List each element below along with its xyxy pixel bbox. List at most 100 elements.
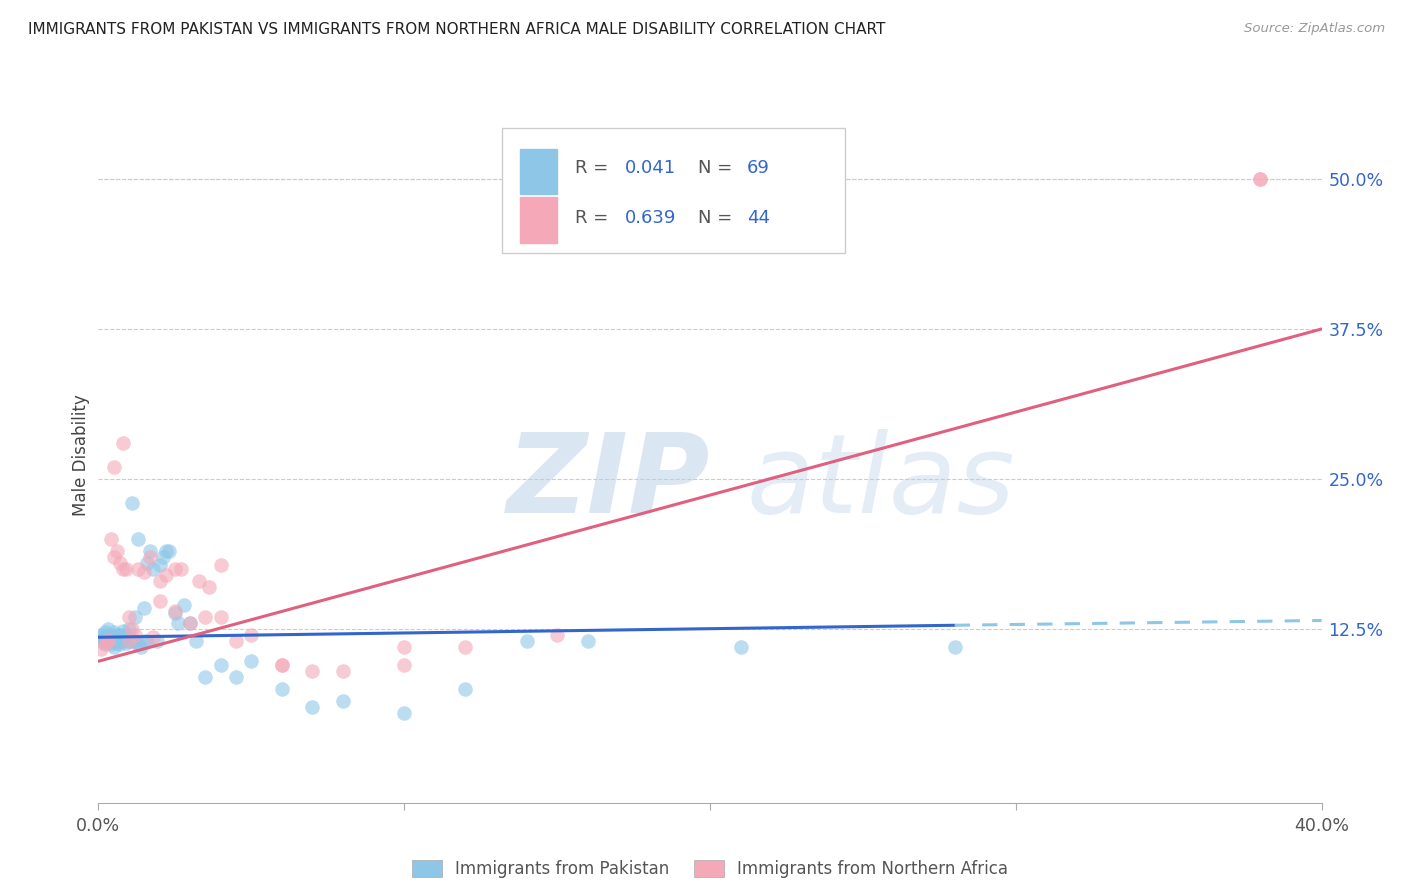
Point — [392, 706, 416, 720]
Point — [115, 628, 138, 642]
Point — [118, 622, 141, 636]
Point — [111, 562, 134, 576]
Point — [124, 628, 146, 642]
Point — [270, 681, 292, 696]
Point — [121, 496, 143, 510]
Point — [301, 664, 323, 678]
Point — [111, 633, 134, 648]
Point — [115, 636, 138, 650]
Point — [93, 630, 115, 644]
Point — [943, 640, 966, 654]
Point — [100, 637, 122, 651]
Point — [97, 635, 120, 649]
Point — [118, 630, 141, 644]
Text: 69: 69 — [747, 160, 769, 178]
Point — [730, 640, 752, 654]
Point — [392, 657, 416, 672]
Point — [90, 628, 112, 642]
Point — [1249, 172, 1271, 186]
Point — [209, 610, 232, 624]
Point — [163, 604, 186, 618]
Text: 0.639: 0.639 — [624, 210, 676, 227]
Point — [105, 544, 128, 558]
Point — [105, 633, 128, 648]
Point — [97, 622, 120, 636]
Point — [225, 670, 247, 684]
Point — [93, 632, 115, 647]
Point — [111, 436, 134, 450]
Legend: Immigrants from Pakistan, Immigrants from Northern Africa: Immigrants from Pakistan, Immigrants fro… — [405, 854, 1015, 885]
Point — [121, 622, 143, 636]
Point — [179, 615, 201, 630]
Point — [163, 562, 186, 576]
Point — [97, 630, 120, 644]
Point — [170, 562, 193, 576]
Point — [100, 629, 122, 643]
Text: IMMIGRANTS FROM PAKISTAN VS IMMIGRANTS FROM NORTHERN AFRICA MALE DISABILITY CORR: IMMIGRANTS FROM PAKISTAN VS IMMIGRANTS F… — [28, 22, 886, 37]
Point — [225, 633, 247, 648]
Point — [194, 610, 217, 624]
Point — [105, 636, 128, 650]
Point — [136, 556, 159, 570]
Point — [149, 594, 172, 608]
Point — [93, 625, 115, 640]
Point — [93, 636, 115, 650]
Point — [1249, 172, 1271, 186]
Point — [332, 664, 354, 678]
Point — [167, 615, 190, 630]
Point — [209, 558, 232, 573]
Point — [127, 532, 149, 546]
Point — [118, 610, 141, 624]
Bar — [520, 149, 557, 194]
Text: 44: 44 — [747, 210, 769, 227]
Point — [186, 633, 208, 648]
Point — [108, 632, 131, 647]
Point — [103, 625, 125, 640]
Point — [152, 549, 174, 564]
Point — [134, 566, 156, 580]
Point — [108, 556, 131, 570]
Text: N =: N = — [697, 160, 738, 178]
Point — [270, 657, 292, 672]
Point — [149, 574, 172, 588]
Point — [157, 544, 180, 558]
Point — [516, 633, 538, 648]
Point — [142, 630, 165, 644]
Point — [97, 628, 120, 642]
Point — [129, 640, 152, 654]
Point — [90, 642, 112, 657]
Point — [197, 580, 219, 594]
Point — [115, 562, 138, 576]
Point — [118, 633, 141, 648]
Point — [454, 681, 477, 696]
Point — [103, 630, 125, 644]
Point — [103, 633, 125, 648]
Text: R =: R = — [575, 160, 614, 178]
Point — [124, 610, 146, 624]
Point — [270, 657, 292, 672]
Bar — [520, 197, 557, 243]
Point — [121, 633, 143, 648]
Point — [139, 544, 162, 558]
Point — [145, 633, 167, 648]
Point — [454, 640, 477, 654]
Point — [155, 567, 177, 582]
Point — [100, 532, 122, 546]
Point — [127, 562, 149, 576]
Point — [194, 670, 217, 684]
Point — [142, 562, 165, 576]
Point — [93, 637, 115, 651]
Point — [209, 657, 232, 672]
Point — [139, 549, 162, 564]
Point — [240, 628, 263, 642]
Point — [179, 615, 201, 630]
Point — [124, 633, 146, 648]
Point — [134, 633, 156, 648]
Text: 0.041: 0.041 — [624, 160, 675, 178]
Text: ZIP: ZIP — [506, 429, 710, 536]
Point — [136, 633, 159, 648]
Point — [108, 628, 131, 642]
Point — [134, 601, 156, 615]
Point — [392, 640, 416, 654]
Point — [103, 549, 125, 564]
